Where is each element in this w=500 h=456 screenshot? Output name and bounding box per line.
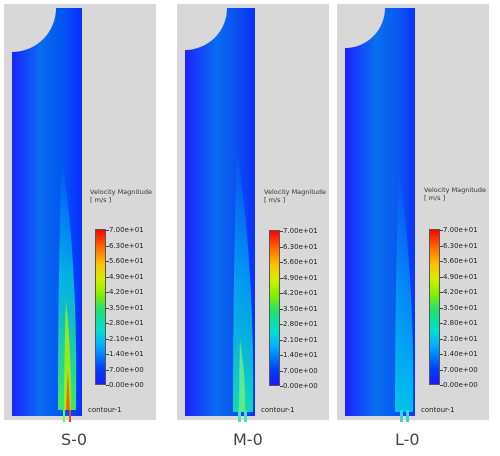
legend-units: [ m/s ] bbox=[90, 196, 112, 204]
tick-label: 2.80e+01 bbox=[106, 319, 144, 327]
tick-label: 5.60e+01 bbox=[280, 258, 318, 266]
legend-title-line1: Velocity Magnitude bbox=[424, 186, 487, 194]
tick-label: 4.20e+01 bbox=[440, 288, 478, 296]
tick-label: 6.30e+01 bbox=[280, 242, 318, 251]
case-label: S-0 bbox=[61, 430, 88, 449]
contour-label: contour-1 bbox=[261, 406, 295, 414]
legend-title: Velocity Magnitude [ m/s ] bbox=[90, 188, 152, 204]
contour-label: contour-1 bbox=[421, 406, 455, 414]
tick-label: 2.80e+01 bbox=[280, 320, 318, 328]
legend-title-line1: Velocity Magnitude bbox=[264, 188, 327, 196]
panel-s0: Velocity Magnitude [ m/s ] 7.00e+01 6.30… bbox=[0, 0, 160, 456]
tick-label: 1.40e+01 bbox=[106, 350, 144, 358]
tick-label: 3.50e+01 bbox=[440, 303, 478, 312]
tick-label: 0.00e+00 bbox=[106, 381, 144, 389]
tick-label: 4.20e+01 bbox=[106, 288, 144, 296]
case-label: M-0 bbox=[233, 430, 263, 449]
legend-units: [ m/s ] bbox=[424, 194, 446, 202]
contour-label: contour-1 bbox=[88, 406, 122, 414]
colorbar bbox=[95, 229, 106, 385]
tick-label: 6.30e+01 bbox=[106, 241, 144, 250]
tick-label: 7.00e+00 bbox=[106, 365, 144, 374]
velocity-contour-plot bbox=[12, 8, 82, 422]
tick-label: 2.10e+01 bbox=[280, 335, 318, 344]
tick-label: 7.00e+01 bbox=[440, 226, 478, 234]
tick-label: 4.20e+01 bbox=[280, 289, 318, 297]
tick-label: 5.60e+01 bbox=[440, 257, 478, 265]
colorbar bbox=[429, 229, 440, 385]
tick-label: 6.30e+01 bbox=[440, 241, 478, 250]
panel-l0: Velocity Magnitude [ m/s ] 7.00e+01 6.30… bbox=[333, 0, 493, 456]
tick-label: 5.60e+01 bbox=[106, 257, 144, 265]
tick-label: 1.40e+01 bbox=[280, 351, 318, 359]
tick-label: 2.10e+01 bbox=[106, 334, 144, 343]
tick-label: 2.10e+01 bbox=[440, 334, 478, 343]
tick-label: 4.90e+01 bbox=[106, 272, 144, 281]
tick-label: 7.00e+01 bbox=[106, 226, 144, 234]
velocity-contour-plot bbox=[185, 8, 255, 422]
legend-title-line1: Velocity Magnitude bbox=[90, 188, 153, 196]
case-label: L-0 bbox=[395, 430, 420, 449]
tick-label: 2.80e+01 bbox=[440, 319, 478, 327]
legend-title: Velocity Magnitude [ m/s ] bbox=[264, 188, 326, 204]
colorbar bbox=[269, 230, 280, 386]
tick-label: 7.00e+00 bbox=[280, 366, 318, 375]
velocity-contour-plot bbox=[345, 8, 415, 422]
tick-label: 0.00e+00 bbox=[440, 381, 478, 389]
tick-label: 3.50e+01 bbox=[280, 304, 318, 313]
tick-label: 7.00e+01 bbox=[280, 227, 318, 235]
legend-units: [ m/s ] bbox=[264, 196, 286, 204]
legend-title: Velocity Magnitude [ m/s ] bbox=[424, 186, 486, 202]
panel-m0: Velocity Magnitude [ m/s ] 7.00e+01 6.30… bbox=[173, 0, 333, 456]
tick-label: 7.00e+00 bbox=[440, 365, 478, 374]
tick-label: 1.40e+01 bbox=[440, 350, 478, 358]
tick-label: 3.50e+01 bbox=[106, 303, 144, 312]
tick-label: 4.90e+01 bbox=[280, 273, 318, 282]
tick-label: 0.00e+00 bbox=[280, 382, 318, 390]
tick-label: 4.90e+01 bbox=[440, 272, 478, 281]
